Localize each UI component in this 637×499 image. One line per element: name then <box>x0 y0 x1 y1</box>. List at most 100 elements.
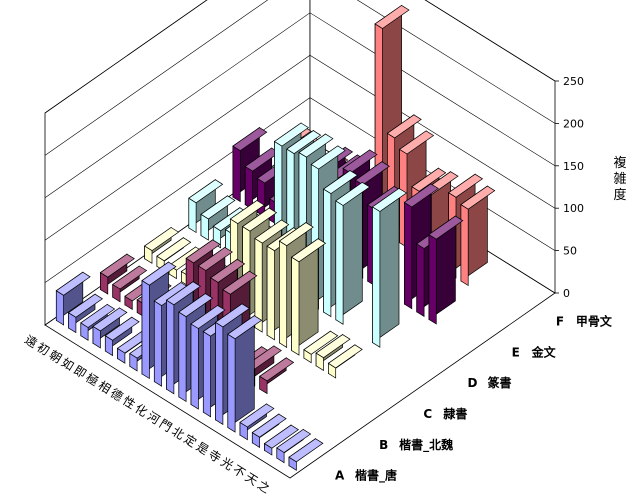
bar-top <box>141 261 177 286</box>
bar-A-1 <box>288 438 324 471</box>
bar-A-20 <box>55 271 91 326</box>
row-letter: E <box>512 345 520 359</box>
bar-top <box>371 187 408 212</box>
bar-top <box>315 334 351 359</box>
bar-top <box>386 114 422 139</box>
bar-top <box>197 246 233 271</box>
row-name: 金文 <box>531 344 557 359</box>
bar-top <box>178 293 214 318</box>
bar-front <box>257 177 266 218</box>
bar-front <box>215 321 224 426</box>
bar-top <box>229 200 265 225</box>
row-letter: F <box>556 314 564 328</box>
row-letter: B <box>379 438 388 452</box>
z-tick-label: 50 <box>563 245 577 258</box>
bar-top <box>298 133 334 158</box>
row-label-F: F 甲骨文 <box>556 313 613 328</box>
bar-top <box>214 303 251 328</box>
bar-top <box>263 424 300 449</box>
bar-E-4 <box>428 215 464 325</box>
bar-B-7 <box>259 357 295 395</box>
row-label-C: C 隷書 <box>423 406 467 421</box>
bar-A-5 <box>239 403 275 441</box>
bar-top <box>428 215 464 240</box>
bar-top <box>227 315 263 340</box>
row-label-D: D 篆書 <box>467 375 511 390</box>
bar-top <box>239 403 275 428</box>
z-title-char: 複 <box>613 155 626 171</box>
bar-front <box>188 197 197 234</box>
bar-C-5 <box>327 344 363 379</box>
bar-top <box>200 195 236 220</box>
bar-front <box>55 290 64 326</box>
bar-C-6 <box>315 333 351 372</box>
bar-D-19 <box>200 195 236 241</box>
bar-top <box>327 344 363 369</box>
bar-A-2 <box>276 428 312 464</box>
bar-top <box>232 127 268 152</box>
bar-D-8 <box>335 181 371 325</box>
row-label-A: A 楷書_唐 <box>335 468 397 484</box>
bar-top <box>310 145 346 170</box>
bar-top <box>143 227 180 252</box>
z-tick-label: 0 <box>563 287 570 300</box>
row-name: 楷書_北魏 <box>399 437 453 453</box>
bar-front <box>232 145 241 203</box>
bars-layer <box>55 4 496 471</box>
bar-front <box>153 300 162 387</box>
bar-top <box>244 147 280 172</box>
z-axis-title: 複雑度 <box>613 155 626 203</box>
bar-front <box>416 243 425 318</box>
row-letter: D <box>467 376 477 390</box>
gridline <box>44 0 556 156</box>
row-letter: C <box>423 407 432 421</box>
bar-front <box>227 333 236 433</box>
bar-front <box>404 201 413 310</box>
row-name: 楷書_唐 <box>355 468 397 484</box>
bar-top <box>185 239 221 264</box>
bar-front <box>279 240 288 349</box>
bar-top <box>210 258 246 283</box>
bar-top <box>276 428 312 453</box>
bar-top <box>165 281 202 306</box>
bar-A-4 <box>251 413 287 449</box>
bar-top <box>92 307 128 332</box>
bar-front <box>190 323 199 410</box>
z-tick-label: 250 <box>563 75 584 88</box>
bar-D-20 <box>188 179 224 234</box>
bar-top <box>460 185 496 210</box>
row-label-B: B 楷書_北魏 <box>379 437 453 453</box>
bar-front <box>335 200 344 325</box>
bar-top <box>254 219 290 244</box>
bar-C-20 <box>143 226 180 264</box>
z-title-char: 雑 <box>613 171 626 187</box>
z-tick-label: 100 <box>563 202 584 215</box>
z-tick-label: 200 <box>563 117 584 130</box>
bar-top <box>259 357 295 382</box>
bar-front <box>460 203 469 287</box>
series-row-labels: A 楷書_唐 B 楷書_北魏 C 隷書 D 篆書 E 金文 F 甲骨文 <box>335 313 613 483</box>
bar-front <box>372 206 381 348</box>
bar-top <box>342 149 378 174</box>
bar-top <box>67 293 104 318</box>
bar-top <box>190 305 226 329</box>
bar-top <box>322 170 359 195</box>
row-name: 隷書 <box>442 406 467 421</box>
bar-front <box>266 245 275 341</box>
bar-A-16 <box>104 316 140 357</box>
row-letter: A <box>335 469 345 483</box>
bar-top <box>104 316 140 341</box>
bar-top <box>156 237 192 262</box>
bar-top <box>80 303 116 328</box>
gridline <box>44 12 556 199</box>
bar-A-18 <box>80 303 116 341</box>
bar-D-5 <box>371 187 408 348</box>
bar-top <box>222 270 258 295</box>
bar-top <box>112 265 148 290</box>
bar-front <box>244 165 253 210</box>
z-tick-label: 150 <box>563 160 584 173</box>
bar-top <box>303 330 339 355</box>
bar-A-19 <box>67 293 104 334</box>
bar-C-8 <box>290 238 327 356</box>
